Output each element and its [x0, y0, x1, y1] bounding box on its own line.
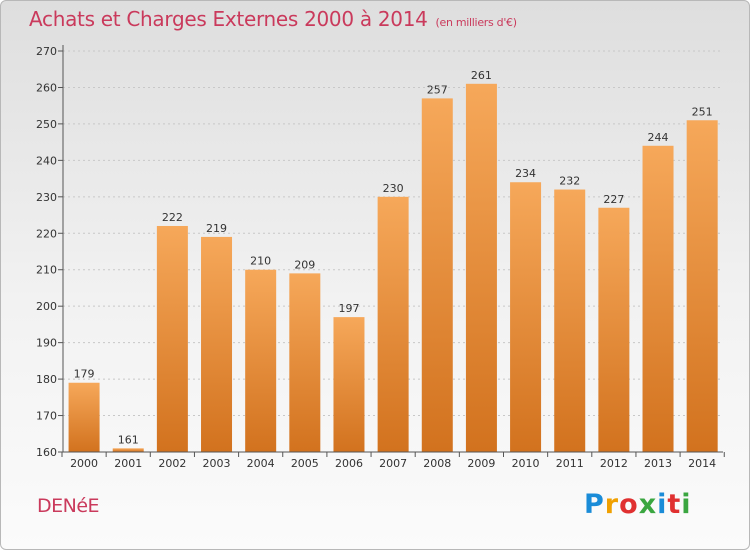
data-label: 210	[250, 255, 271, 268]
x-tick-label: 2011	[556, 457, 584, 470]
bar	[554, 189, 586, 452]
bar	[289, 273, 321, 452]
data-label: 251	[692, 105, 713, 118]
data-label: 209	[294, 258, 315, 271]
logo-letter: i	[657, 489, 668, 520]
bar	[421, 98, 453, 453]
x-tick-label: 2003	[203, 457, 231, 470]
chart-subtitle: (en milliers d'€)	[435, 16, 517, 29]
data-label: 230	[383, 182, 404, 195]
data-label: 219	[206, 222, 227, 235]
bars	[68, 83, 718, 453]
x-tick-label: 2008	[423, 457, 451, 470]
y-tick-label: 210	[36, 264, 57, 277]
x-tick-label: 2009	[467, 457, 495, 470]
x-tick-label: 2014	[688, 457, 716, 470]
data-label: 232	[559, 175, 580, 188]
bar	[642, 145, 674, 453]
logo-letter: r	[604, 489, 620, 520]
logo-letter: i	[681, 489, 692, 520]
bar	[245, 269, 277, 452]
chart-title: Achats et Charges Externes 2000 à 2014 (e…	[29, 7, 517, 31]
x-tick-label: 2000	[70, 457, 98, 470]
y-tick-label: 170	[36, 410, 57, 423]
x-tick-label: 2013	[644, 457, 672, 470]
data-label: 161	[118, 433, 139, 446]
bar	[68, 382, 100, 452]
bar	[686, 120, 718, 452]
logo-letter: t	[667, 489, 682, 520]
data-label: 227	[603, 193, 624, 206]
data-label: 197	[338, 302, 359, 315]
logo-letter: o	[619, 489, 639, 520]
bar	[598, 207, 630, 452]
y-tick-label: 160	[36, 446, 57, 459]
data-label: 257	[427, 83, 448, 96]
data-label: 244	[648, 131, 669, 144]
x-tick-label: 2010	[512, 457, 540, 470]
bar	[510, 182, 542, 452]
x-tick-label: 2012	[600, 457, 628, 470]
y-tick-label: 180	[36, 373, 57, 386]
data-label: 234	[515, 167, 536, 180]
bar	[377, 196, 409, 452]
x-tick-label: 2006	[335, 457, 363, 470]
x-tick-label: 2001	[114, 457, 142, 470]
y-tick-label: 230	[36, 191, 57, 204]
y-tick-label: 190	[36, 337, 57, 350]
labels: 160 170 180 190 200 210 220 230 240 250 260 270 2000…	[36, 45, 716, 470]
bar	[465, 83, 497, 453]
y-tick-label: 260	[36, 81, 57, 94]
bar	[201, 236, 233, 452]
y-tick-label: 220	[36, 227, 57, 240]
y-tick-label: 200	[36, 300, 57, 313]
y-tick-label: 240	[36, 154, 57, 167]
y-tick-label: 250	[36, 118, 57, 131]
y-tick-label: 270	[36, 45, 57, 58]
x-tick-label: 2004	[247, 457, 275, 470]
x-tick-label: 2005	[291, 457, 319, 470]
proxiti-logo[interactable]: Proxiti	[584, 489, 692, 520]
data-label: 261	[471, 69, 492, 82]
x-tick-label: 2002	[158, 457, 186, 470]
data-label: 222	[162, 211, 183, 224]
logo-letter: P	[584, 489, 605, 520]
bar	[112, 448, 144, 452]
chart-title-text: Achats et Charges Externes 2000 à 2014	[29, 7, 428, 31]
bar	[333, 317, 365, 452]
commune-name: DENéE	[37, 495, 100, 517]
bar	[156, 225, 188, 452]
data-label: 179	[74, 368, 95, 381]
x-tick-label: 2007	[379, 457, 407, 470]
axes	[58, 45, 725, 457]
logo-letter: x	[638, 489, 658, 520]
